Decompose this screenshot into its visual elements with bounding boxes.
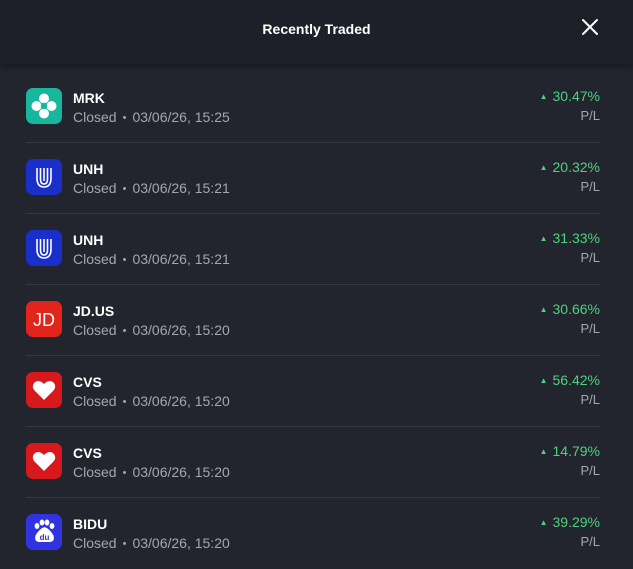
pl-percent: 30.66% xyxy=(552,301,600,317)
trade-status: Closed xyxy=(73,109,117,125)
pl-label: P/L xyxy=(580,250,600,265)
unitedhealth-icon xyxy=(26,230,62,266)
ticker-symbol: MRK xyxy=(73,90,105,106)
trade-datetime: 03/06/26, 15:21 xyxy=(132,251,230,267)
trade-status: Closed xyxy=(73,322,117,338)
ticker-symbol: UNH xyxy=(73,161,104,177)
trade-datetime: 03/06/26, 15:20 xyxy=(132,393,230,409)
pl-percent: 39.29% xyxy=(552,514,600,530)
ticker-symbol: BIDU xyxy=(73,516,108,532)
trade-meta: Closed • 03/06/26, 15:20 xyxy=(73,393,230,409)
pl-label: P/L xyxy=(580,108,600,123)
ticker-symbol: JD.US xyxy=(73,303,115,319)
up-arrow-icon: ▲ xyxy=(539,163,548,172)
trade-status: Closed xyxy=(73,464,117,480)
separator-dot: • xyxy=(122,112,127,124)
trade-row[interactable]: CVS Closed • 03/06/26, 15:20 ▲ 14.79% P/L xyxy=(26,427,600,498)
up-arrow-icon: ▲ xyxy=(539,234,548,243)
pl-percent: 30.47% xyxy=(552,88,600,104)
trade-row[interactable]: MRK Closed • 03/06/26, 15:25 ▲ 30.47% P/L xyxy=(26,72,600,143)
pl-change: ▲ 30.47% xyxy=(540,88,600,104)
up-arrow-icon: ▲ xyxy=(539,376,548,385)
trade-meta: Closed • 03/06/26, 15:21 xyxy=(73,180,230,196)
jd-logo-text: JD xyxy=(33,310,55,330)
trade-row[interactable]: UNH Closed • 03/06/26, 15:21 ▲ 31.33% P/L xyxy=(26,214,600,285)
trade-meta: Closed • 03/06/26, 15:20 xyxy=(73,322,230,338)
modal-header: Recently Traded xyxy=(0,0,633,64)
trade-status: Closed xyxy=(73,251,117,267)
pl-change: ▲ 14.79% xyxy=(540,443,600,459)
pl-change: ▲ 56.42% xyxy=(540,372,600,388)
ticker-symbol: CVS xyxy=(73,374,102,390)
up-arrow-icon: ▲ xyxy=(539,518,548,527)
merck-icon xyxy=(26,88,62,124)
separator-dot: • xyxy=(122,467,127,479)
separator-dot: • xyxy=(122,396,127,408)
baidu-logo-text: du xyxy=(40,533,50,542)
trade-status: Closed xyxy=(73,180,117,196)
pl-label: P/L xyxy=(580,463,600,478)
close-icon[interactable] xyxy=(578,15,602,39)
trade-row[interactable]: CVS Closed • 03/06/26, 15:20 ▲ 56.42% P/L xyxy=(26,356,600,427)
pl-percent: 14.79% xyxy=(552,443,600,459)
separator-dot: • xyxy=(122,254,127,266)
trade-datetime: 03/06/26, 15:20 xyxy=(132,535,230,551)
trade-datetime: 03/06/26, 15:20 xyxy=(132,464,230,480)
pl-label: P/L xyxy=(580,534,600,549)
trade-meta: Closed • 03/06/26, 15:21 xyxy=(73,251,230,267)
pl-change: ▲ 31.33% xyxy=(540,230,600,246)
trade-meta: Closed • 03/06/26, 15:20 xyxy=(73,464,230,480)
trade-datetime: 03/06/26, 15:20 xyxy=(132,322,230,338)
trade-datetime: 03/06/26, 15:25 xyxy=(132,109,230,125)
pl-percent: 31.33% xyxy=(552,230,600,246)
pl-percent: 20.32% xyxy=(552,159,600,175)
up-arrow-icon: ▲ xyxy=(539,92,548,101)
pl-label: P/L xyxy=(580,179,600,194)
cvs-heart-icon xyxy=(26,372,62,408)
up-arrow-icon: ▲ xyxy=(539,305,548,314)
cvs-heart-icon xyxy=(26,443,62,479)
trade-status: Closed xyxy=(73,393,117,409)
pl-label: P/L xyxy=(580,392,600,407)
unitedhealth-icon xyxy=(26,159,62,195)
recent-trades-list: MRK Closed • 03/06/26, 15:25 ▲ 30.47% P/L U… xyxy=(26,72,600,568)
trade-datetime: 03/06/26, 15:21 xyxy=(132,180,230,196)
ticker-symbol: UNH xyxy=(73,232,104,248)
pl-change: ▲ 30.66% xyxy=(540,301,600,317)
jd-icon: JD xyxy=(26,301,62,337)
separator-dot: • xyxy=(122,538,127,550)
pl-percent: 56.42% xyxy=(552,372,600,388)
pl-label: P/L xyxy=(580,321,600,336)
trade-meta: Closed • 03/06/26, 15:20 xyxy=(73,535,230,551)
trade-row[interactable]: du BIDU Closed • 03/06/26, 15:20 ▲ 39.29% P… xyxy=(26,498,600,568)
modal-title: Recently Traded xyxy=(262,21,371,37)
trade-meta: Closed • 03/06/26, 15:25 xyxy=(73,109,230,125)
trade-row[interactable]: UNH Closed • 03/06/26, 15:21 ▲ 20.32% P/L xyxy=(26,143,600,214)
trade-row[interactable]: JD JD.US Closed • 03/06/26, 15:20 ▲ 30.66% … xyxy=(26,285,600,356)
trade-status: Closed xyxy=(73,535,117,551)
separator-dot: • xyxy=(122,325,127,337)
ticker-symbol: CVS xyxy=(73,445,102,461)
pl-change: ▲ 39.29% xyxy=(540,514,600,530)
up-arrow-icon: ▲ xyxy=(539,447,548,456)
baidu-paw-icon: du xyxy=(26,514,62,550)
separator-dot: • xyxy=(122,183,127,195)
pl-change: ▲ 20.32% xyxy=(540,159,600,175)
